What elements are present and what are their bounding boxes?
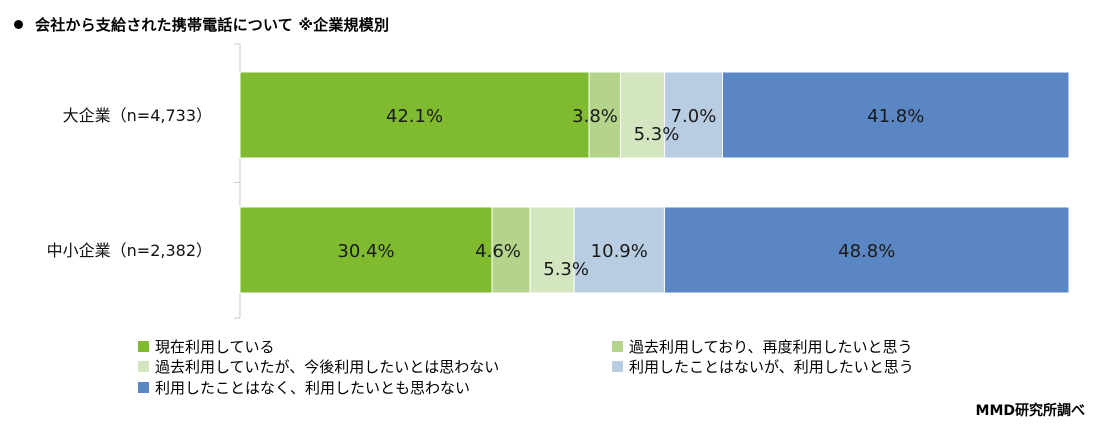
legend-swatch <box>612 361 623 372</box>
data-label: 10.9% <box>591 241 648 262</box>
chart-title-text: 会社から支給された携帯電話について ※企業規模別 <box>35 16 390 34</box>
legend-swatch <box>138 361 149 372</box>
bar-segment <box>239 206 493 294</box>
data-label: 5.3% <box>634 124 680 145</box>
legend-label: 過去利用しており、再度利用したいと思う <box>629 338 913 356</box>
bar-segment <box>620 71 665 159</box>
legend-label: 現在利用している <box>155 338 275 356</box>
legend-item: 利用したことはなく、利用したいとも思わない <box>138 377 470 398</box>
data-label: 41.8% <box>867 106 924 127</box>
legend-swatch <box>138 341 149 352</box>
category-label: 大企業（n=4,733） <box>63 106 212 125</box>
legend-item: 過去利用しており、再度利用したいと思う <box>612 336 913 357</box>
legend-swatch <box>612 341 623 352</box>
bullet-icon <box>14 20 23 29</box>
chart-title: 会社から支給された携帯電話について ※企業規模別 <box>14 14 389 35</box>
data-label: 30.4% <box>337 241 394 262</box>
source-note: MMD研究所調べ <box>975 403 1085 419</box>
legend-swatch <box>138 382 149 393</box>
legend-item: 現在利用している <box>138 336 275 357</box>
bar-segment <box>573 206 665 294</box>
data-label: 3.8% <box>572 106 618 127</box>
bar-segment <box>491 206 531 294</box>
data-label: 7.0% <box>671 106 717 127</box>
data-label: 5.3% <box>543 259 589 280</box>
bar-segment <box>663 206 1070 294</box>
bar-segment <box>529 206 575 294</box>
legend-item: 利用したことはないが、利用したいと思う <box>612 356 914 377</box>
category-label: 中小企業（n=2,382） <box>47 241 212 260</box>
legend-label: 過去利用していたが、今後利用したいとは思わない <box>155 358 500 376</box>
bar-segment <box>721 71 1070 159</box>
legend-label: 利用したことはないが、利用したいと思う <box>629 358 914 376</box>
data-label: 48.8% <box>838 241 895 262</box>
stacked-bar-chart: 大企業（n=4,733） 42.1% 3.8%5.3%7.0% 41.8%中小企業（n… <box>47 43 1070 319</box>
data-label: 4.6% <box>475 241 521 262</box>
data-label: 42.1% <box>386 106 443 127</box>
legend-item: 過去利用していたが、今後利用したいとは思わない <box>138 356 499 377</box>
legend-label: 利用したことはなく、利用したいとも思わない <box>155 379 471 397</box>
bar-segment <box>239 71 590 159</box>
